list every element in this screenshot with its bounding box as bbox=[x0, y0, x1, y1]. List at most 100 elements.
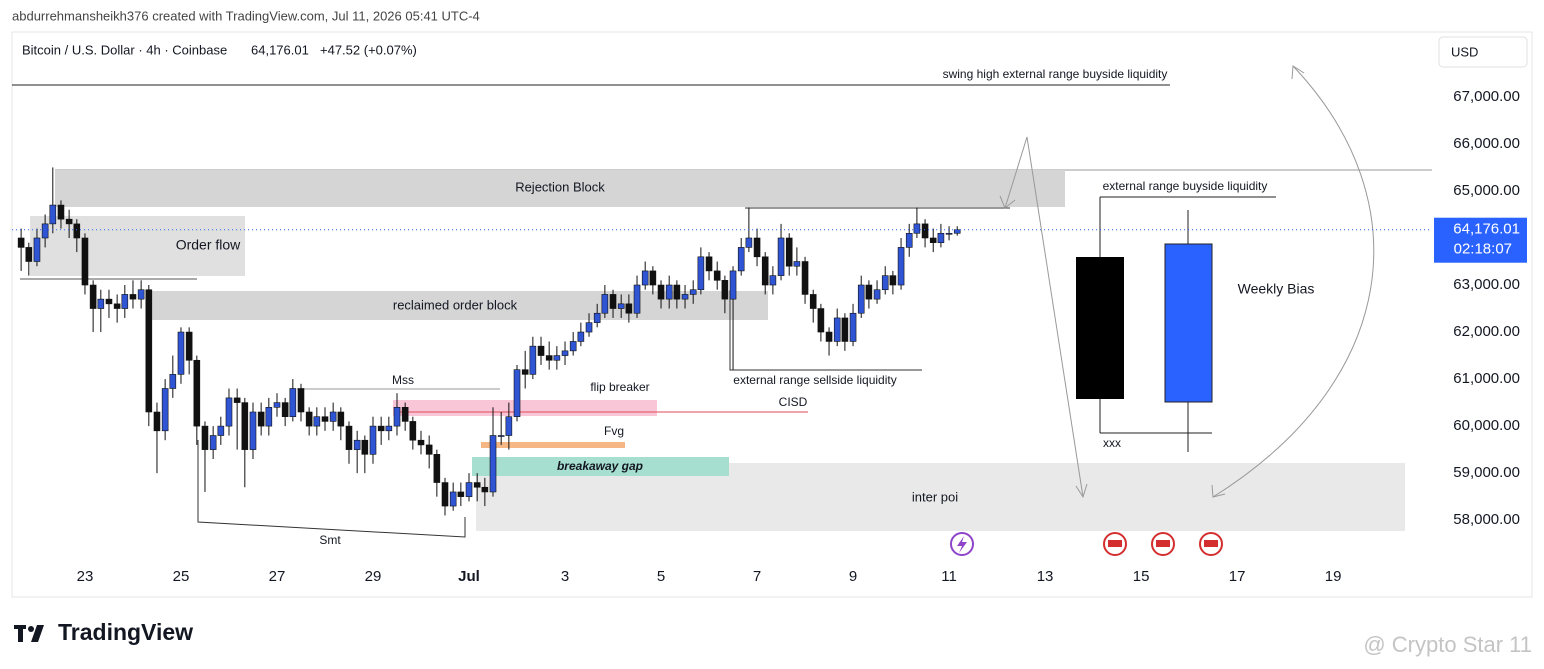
candle-body bbox=[393, 406, 401, 427]
candle-body bbox=[505, 416, 513, 436]
flag-glyph bbox=[1204, 540, 1218, 547]
candle-body bbox=[361, 439, 369, 455]
candle-body bbox=[441, 482, 449, 507]
candle-body bbox=[681, 294, 689, 300]
logo-glyph bbox=[28, 626, 34, 632]
annotation: Smt bbox=[319, 533, 341, 547]
candle-body bbox=[897, 247, 905, 286]
candle-body bbox=[921, 223, 929, 239]
x-tick-label: 29 bbox=[365, 568, 382, 585]
candle-body bbox=[937, 232, 945, 243]
candle-body bbox=[817, 308, 825, 333]
y-tick-label: 61,000.00 bbox=[1453, 370, 1520, 387]
candle-body bbox=[241, 402, 249, 450]
candle-body bbox=[793, 261, 801, 267]
x-tick-label: 7 bbox=[753, 568, 761, 585]
candle-body bbox=[881, 275, 889, 291]
candle-body bbox=[257, 411, 265, 427]
candle-body bbox=[785, 237, 793, 267]
candle-body bbox=[345, 425, 353, 450]
candle-body bbox=[337, 411, 345, 427]
arrow-head bbox=[1291, 65, 1305, 80]
candle-body bbox=[489, 435, 497, 493]
candle-body bbox=[193, 359, 201, 427]
candle-body bbox=[809, 294, 817, 309]
candle-body bbox=[185, 331, 193, 361]
candle-body bbox=[761, 256, 769, 286]
candle-body bbox=[873, 289, 881, 300]
candle-body bbox=[641, 270, 649, 286]
header-change: +47.52 (+0.07%) bbox=[320, 42, 417, 57]
candle-body bbox=[777, 237, 785, 276]
reclaimed-zone bbox=[150, 291, 768, 320]
candle-body bbox=[633, 284, 641, 314]
x-tick-label: 5 bbox=[657, 568, 665, 585]
candle-body bbox=[25, 247, 33, 262]
annotation: breakaway gap bbox=[557, 459, 643, 473]
candle-body bbox=[745, 237, 753, 248]
candle-body bbox=[129, 294, 137, 300]
x-tick-label: Jul bbox=[458, 568, 480, 585]
candle-body bbox=[753, 237, 761, 258]
x-tick-label: 15 bbox=[1133, 568, 1150, 585]
candle-body bbox=[433, 454, 441, 483]
candle-body bbox=[617, 303, 625, 309]
candle-body bbox=[601, 294, 609, 314]
flag-glyph bbox=[1156, 540, 1170, 547]
annotation: xxx bbox=[1103, 436, 1121, 450]
annotation: Weekly Bias bbox=[1238, 281, 1315, 297]
candle-body bbox=[481, 486, 489, 493]
candle-body bbox=[417, 439, 425, 446]
candle-body bbox=[313, 416, 321, 427]
candle-body bbox=[297, 388, 305, 413]
annotation: reclaimed order block bbox=[393, 297, 518, 312]
candle-body bbox=[929, 237, 937, 243]
candle-body bbox=[153, 411, 161, 432]
currency-box[interactable] bbox=[1438, 36, 1528, 68]
candle-body bbox=[577, 331, 585, 342]
arrow bbox=[1212, 65, 1375, 498]
logo-glyph bbox=[18, 625, 23, 642]
candle-body bbox=[281, 402, 289, 418]
candle-body bbox=[209, 435, 217, 450]
sellside-line bbox=[729, 290, 922, 371]
countdown: 02:18:07 bbox=[1454, 241, 1512, 258]
x-tick-label: 19 bbox=[1325, 568, 1342, 585]
candle-body bbox=[217, 425, 225, 436]
candle-body bbox=[849, 312, 857, 342]
candle-body bbox=[201, 425, 209, 450]
candle-body bbox=[649, 270, 657, 286]
y-tick-label: 63,000.00 bbox=[1453, 276, 1520, 293]
breaker-zone bbox=[393, 400, 657, 416]
rejection-zone bbox=[55, 170, 1065, 207]
smt-line bbox=[197, 440, 466, 538]
candle-body bbox=[377, 425, 385, 432]
candle-body bbox=[401, 406, 409, 422]
candle-body bbox=[73, 223, 81, 239]
annotation: Mss bbox=[392, 373, 414, 387]
candle-body bbox=[497, 435, 505, 437]
candle-body bbox=[161, 388, 169, 432]
candle-body bbox=[913, 223, 921, 234]
candle-body bbox=[625, 303, 633, 314]
fvg-zone bbox=[481, 442, 625, 448]
candle-body bbox=[553, 355, 561, 361]
candle-body bbox=[953, 229, 961, 234]
candle-body bbox=[521, 369, 529, 375]
candle-body bbox=[321, 416, 329, 422]
candle-body bbox=[89, 284, 97, 309]
annotation: flip breaker bbox=[590, 380, 649, 394]
y-tick-label: 60,000.00 bbox=[1453, 417, 1520, 434]
candle-body bbox=[17, 237, 25, 248]
candle-body bbox=[121, 294, 129, 309]
x-tick-label: 17 bbox=[1229, 568, 1246, 585]
candle-body bbox=[561, 350, 569, 356]
candle-body bbox=[105, 298, 113, 305]
candle-body bbox=[673, 284, 681, 300]
candle-body bbox=[81, 237, 89, 286]
x-tick-label: 23 bbox=[77, 568, 94, 585]
candle-body bbox=[657, 284, 665, 300]
candle-body bbox=[169, 374, 177, 389]
bias-candle bbox=[1164, 243, 1213, 403]
last-price-label: 64,176.01 bbox=[1453, 221, 1520, 238]
